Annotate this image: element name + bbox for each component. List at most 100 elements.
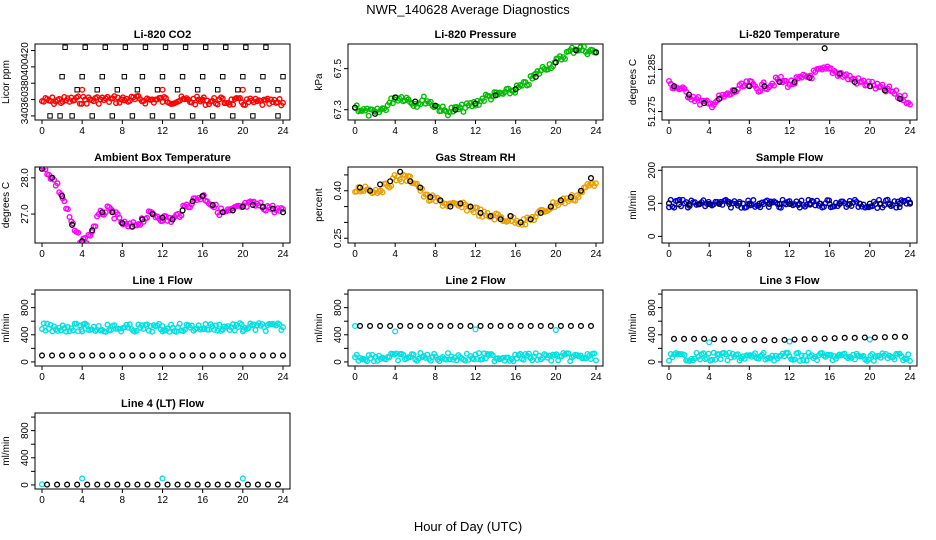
data-point <box>243 44 249 50</box>
data-point <box>392 328 399 335</box>
data-point <box>716 200 723 208</box>
data-point <box>457 322 464 330</box>
data-point <box>133 327 140 334</box>
data-point <box>487 322 494 330</box>
panel-title: Li-820 CO2 <box>134 29 191 41</box>
data-point <box>479 356 486 363</box>
data-point <box>124 481 131 488</box>
data-point <box>905 351 912 358</box>
data-point <box>365 112 372 119</box>
data-point <box>38 352 46 359</box>
data-point <box>492 92 499 99</box>
data-point <box>189 113 196 119</box>
data-point <box>275 113 281 119</box>
data-point <box>42 167 49 173</box>
data-point <box>192 101 199 108</box>
data-point <box>537 322 544 330</box>
data-point <box>481 98 488 105</box>
data-point <box>821 335 828 342</box>
data-point <box>447 322 454 330</box>
data-point <box>876 200 883 208</box>
x-tick-label: 16 <box>197 495 209 506</box>
data-point <box>587 175 595 182</box>
data-point <box>239 328 246 335</box>
data-point <box>871 334 878 341</box>
data-point <box>821 45 828 52</box>
y-tick-label: 360 <box>20 91 31 108</box>
y-tick-label: 67.5 <box>333 58 344 78</box>
data-point <box>715 351 722 358</box>
data-point <box>279 209 287 216</box>
data-point <box>721 336 728 343</box>
data-point <box>94 87 100 93</box>
data-point <box>846 200 853 208</box>
panel-6: Sample Flow ml/min 0 4 8 12 16 20 24 0 100 200 <box>628 152 918 260</box>
data-point <box>681 335 688 342</box>
data-point <box>591 350 598 357</box>
data-point <box>387 322 394 330</box>
data-point <box>806 74 813 81</box>
data-point <box>467 322 474 330</box>
x-tick-label: 4 <box>79 495 85 506</box>
data-point <box>134 481 141 488</box>
data-point <box>706 200 713 208</box>
data-point <box>477 209 484 216</box>
panel-title: Ambient Box Temperature <box>94 152 231 164</box>
plot-frame <box>34 43 291 121</box>
data-point <box>712 356 719 363</box>
data-point <box>194 481 201 488</box>
data-point <box>202 44 209 50</box>
data-point <box>701 335 708 342</box>
data-point <box>119 220 126 227</box>
data-point <box>159 73 166 80</box>
data-point <box>154 481 161 488</box>
x-tick-label: 0 <box>39 495 45 506</box>
data-point <box>512 89 519 96</box>
data-point <box>43 481 51 488</box>
x-tick-label: 16 <box>197 249 209 260</box>
series-1 <box>39 167 287 243</box>
data-point <box>228 96 235 103</box>
x-tick-label: 4 <box>79 249 85 260</box>
data-point <box>403 178 410 185</box>
x-tick-label: 12 <box>470 126 482 137</box>
data-point <box>199 352 206 359</box>
x-tick-label: 16 <box>510 249 522 260</box>
panel-9: Line 3 Flow ml/min 0 4 8 12 16 20 24 0 400 800 <box>628 275 918 383</box>
data-point <box>223 44 229 50</box>
x-tick-label: 4 <box>706 372 712 383</box>
data-point <box>74 87 80 93</box>
data-point <box>174 87 181 93</box>
data-point <box>593 357 600 364</box>
data-point <box>89 352 96 359</box>
x-tick-label: 16 <box>197 126 209 137</box>
data-point <box>427 322 434 330</box>
data-point <box>280 324 287 331</box>
x-tick-label: 4 <box>392 126 398 137</box>
data-point <box>269 202 276 209</box>
data-point <box>387 178 394 185</box>
series-3 <box>356 322 595 330</box>
y-tick-label: 51.285 <box>647 54 658 85</box>
data-point <box>259 352 266 359</box>
data-point <box>497 322 504 330</box>
data-point <box>102 209 109 216</box>
data-point <box>447 203 454 210</box>
data-point <box>166 328 173 335</box>
series-1 <box>39 320 287 335</box>
data-point <box>831 335 838 342</box>
panel-2: Li-820 Pressure kPa 0 4 8 12 16 20 24 67.3 67.5 <box>314 29 604 137</box>
data-point <box>353 351 360 358</box>
series-2 <box>351 47 600 117</box>
data-point <box>79 86 86 93</box>
data-point <box>260 73 266 80</box>
data-point <box>444 350 451 357</box>
data-point <box>159 214 166 221</box>
x-tick-label: 16 <box>824 249 836 260</box>
data-point <box>249 352 256 359</box>
data-point <box>731 87 738 94</box>
data-point <box>410 351 417 358</box>
data-point <box>777 73 784 80</box>
data-point <box>226 101 233 108</box>
